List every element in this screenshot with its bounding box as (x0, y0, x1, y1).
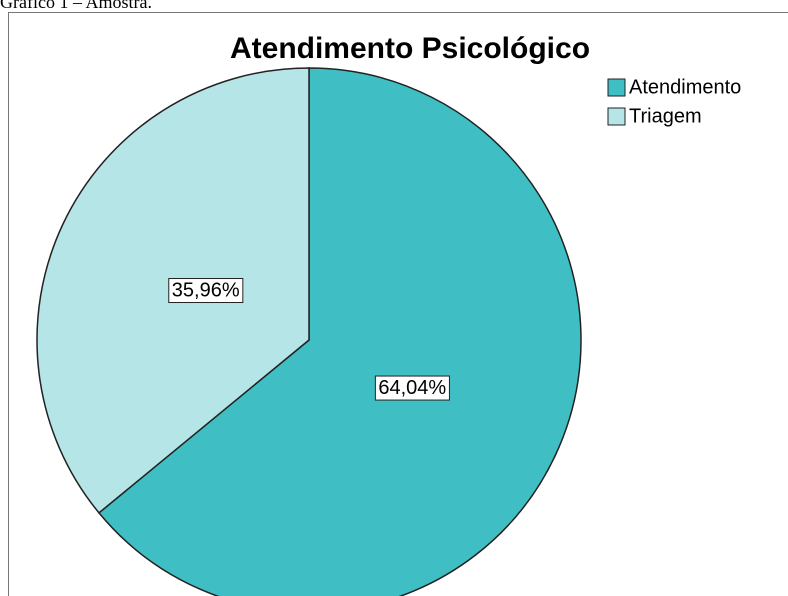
legend-label: Triagem (629, 105, 702, 127)
legend-swatch (607, 78, 626, 97)
data-label: 64,04% (378, 377, 446, 399)
data-label-box (374, 375, 450, 401)
legend-label: Atendimento (629, 76, 741, 98)
data-label: 35,96% (172, 280, 240, 302)
data-label-box (168, 278, 244, 304)
legend-swatch (607, 107, 626, 126)
chart-title: Atendimento Psicológico (230, 32, 590, 65)
caption: Gráfico 1 – Amostra. (0, 0, 152, 12)
pie-slice (97, 67, 582, 596)
